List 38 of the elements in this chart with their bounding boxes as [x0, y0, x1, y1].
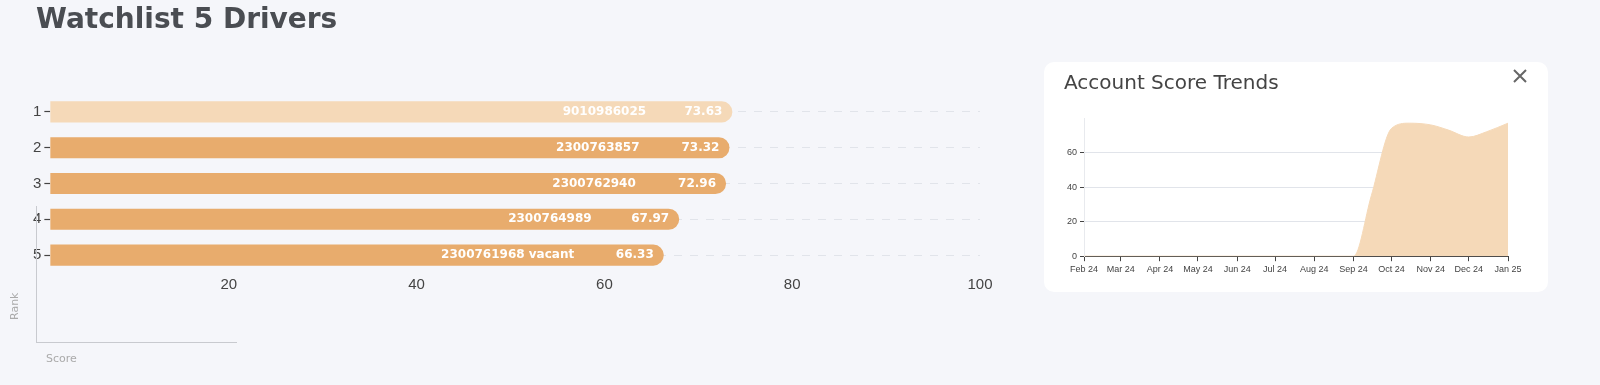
data-label: 73.63: [684, 104, 723, 119]
x-axis-title: Score: [46, 352, 77, 365]
x-tick-label: 60: [596, 275, 613, 293]
x-tick-label: Sep 24: [1339, 264, 1368, 275]
x-tick-label: 80: [783, 275, 801, 293]
chart-title: Watchlist 5 Drivers: [36, 2, 338, 35]
annotation: 9010986025: [562, 104, 647, 119]
data-label: 72.96: [678, 175, 717, 190]
y-tick-label: 2: [33, 137, 42, 155]
y-tick-label: 3: [33, 173, 42, 191]
chart-title: Account Score Trends: [1064, 70, 1279, 95]
y-axis-title: Rank: [8, 292, 21, 320]
y-tick-label: 1: [33, 102, 42, 120]
y-tick-label: 60: [1067, 147, 1078, 158]
x-tick-label: Apr 24: [1146, 264, 1174, 275]
x-tick-label: Jan 25: [1494, 264, 1522, 275]
annotation: 2300764989: [508, 211, 592, 226]
x-tick-label: Jul 24: [1263, 264, 1288, 275]
y-tick-label: 20: [1067, 216, 1078, 227]
x-tick-label: 20: [220, 275, 238, 293]
y-tick-label: 40: [1067, 181, 1078, 192]
x-tick-label: 40: [408, 275, 425, 293]
x-tick-label: Aug 24: [1300, 264, 1329, 275]
annotation: 2300761968 vacant: [441, 247, 575, 262]
annotation: 2300763857: [556, 139, 640, 154]
data-label: 66.33: [615, 247, 654, 262]
x-tick-label: Mar 24: [1106, 264, 1135, 275]
y-tick-label: 0: [1072, 250, 1078, 261]
x-tick-label: Nov 24: [1416, 264, 1446, 275]
x-tick-label: Jun 24: [1223, 264, 1251, 275]
data-label: 73.32: [681, 139, 720, 154]
x-tick-label: Oct 24: [1378, 264, 1405, 275]
x-tick-label: May 24: [1183, 264, 1213, 275]
x-tick-label: Feb 24: [1070, 264, 1099, 275]
data-label: 67.97: [631, 211, 670, 226]
annotation: 2300762940: [552, 175, 636, 190]
x-tick-label: Dec 24: [1454, 264, 1484, 275]
x-tick-label: 100: [967, 275, 993, 293]
